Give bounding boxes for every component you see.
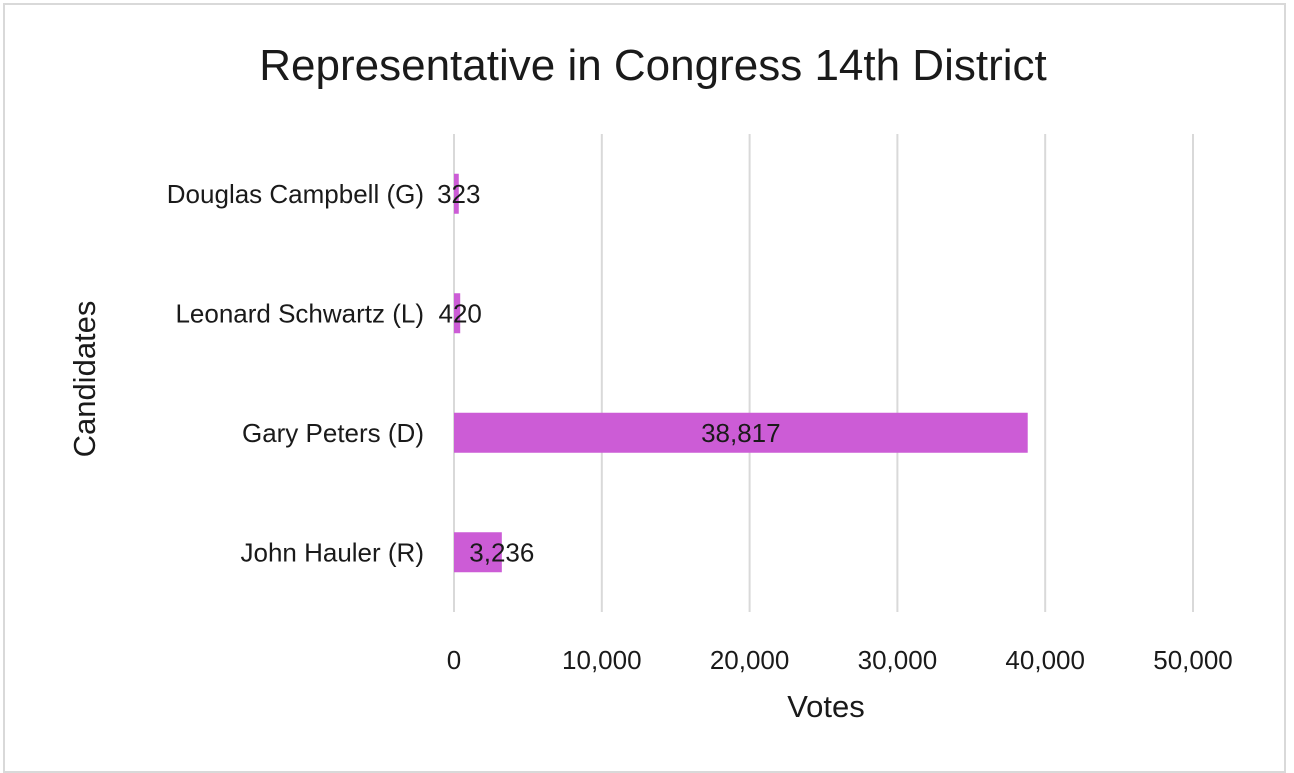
chart-frame [3, 3, 1286, 773]
bar [454, 532, 502, 573]
x-axis-title: Votes [787, 689, 865, 724]
x-tick-label: 50,000 [1153, 645, 1233, 675]
x-tick-label: 0 [447, 645, 461, 675]
x-tick-label: 10,000 [562, 645, 642, 675]
category-label: Leonard Schwartz (L) [175, 298, 424, 328]
x-tick-label: 30,000 [858, 645, 938, 675]
x-tick-labels: 0 10,000 20,000 30,000 40,000 50,000 [447, 645, 1233, 675]
data-label: 38,817 [701, 418, 781, 448]
data-label: 420 [439, 298, 482, 328]
data-label: 323 [437, 179, 480, 209]
y-axis-title: Candidates [67, 301, 102, 458]
x-tick-label: 20,000 [710, 645, 790, 675]
bars [454, 173, 1028, 573]
bar [454, 293, 461, 334]
category-labels: Douglas Campbell (G) Leonard Schwartz (L)… [167, 179, 424, 568]
category-label: Douglas Campbell (G) [167, 179, 424, 209]
category-label: Gary Peters (D) [242, 418, 424, 448]
bar [454, 412, 1028, 453]
gridlines [453, 134, 1194, 612]
bar [454, 173, 459, 214]
data-label: 3,236 [469, 537, 534, 567]
category-label: John Hauler (R) [240, 537, 424, 567]
x-tick-label: 40,000 [1005, 645, 1085, 675]
data-labels: 323 420 38,817 3,236 [437, 179, 781, 568]
chart-title: Representative in Congress 14th District [259, 41, 1046, 90]
